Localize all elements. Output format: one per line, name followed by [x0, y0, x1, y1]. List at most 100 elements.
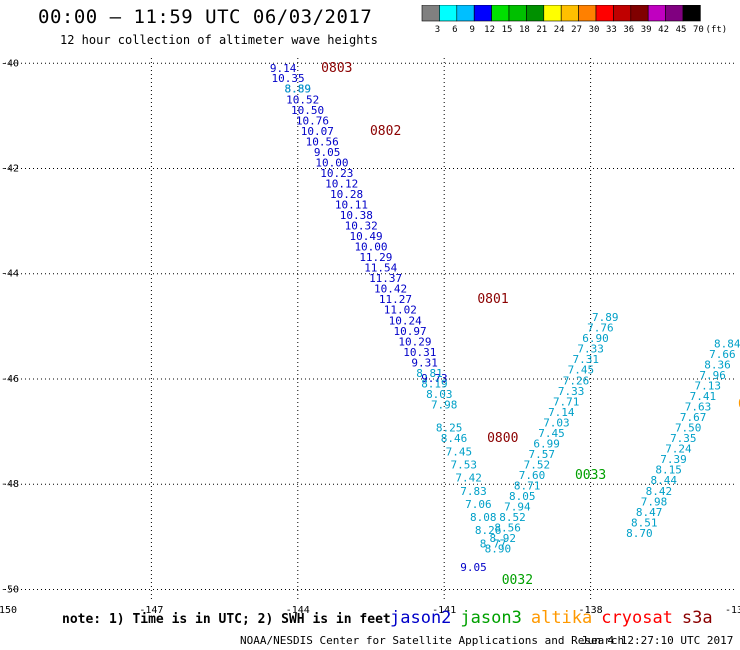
swh-value: 6.90	[582, 332, 609, 345]
x-tick-label: -150	[0, 605, 17, 616]
swh-value: 8.71	[514, 479, 541, 492]
swh-value: 7.63	[685, 401, 712, 414]
swh-value: 7.39	[660, 453, 687, 466]
swh-value: 8.77	[480, 537, 507, 550]
swh-value: 11.29	[359, 251, 392, 264]
legend-altika: altika	[530, 608, 593, 628]
swh-value: 10.11	[335, 198, 368, 211]
swh-value: 8.44	[651, 474, 678, 487]
swh-value: 8.84	[714, 337, 740, 350]
time-labels: 0803 0802 0801 0800 0033 0032 0	[321, 61, 740, 588]
swh-value: 7.83	[460, 485, 487, 498]
swh-value: 11.02	[384, 304, 417, 317]
colorbar-label: 33	[606, 25, 617, 35]
swh-value: 10.50	[291, 104, 324, 117]
pass-time-label: 0802	[370, 124, 401, 139]
swh-value: 7.06	[465, 498, 492, 511]
pass-time-label: 0033	[575, 468, 606, 483]
grid-lines	[5, 58, 737, 600]
swh-value: 10.49	[350, 230, 383, 243]
x-tick-label: -138	[579, 605, 603, 616]
swh-value: 11.27	[379, 293, 412, 306]
swh-value: 10.07	[301, 125, 334, 138]
swh-value: 10.00	[315, 156, 348, 169]
swh-value: 7.35	[670, 432, 697, 445]
pass-time-label: 0	[738, 397, 740, 412]
swh-value: 10.35	[271, 72, 304, 85]
colorbar-label: 21	[536, 25, 547, 35]
swh-value: 10.24	[389, 314, 422, 327]
wave-height-values: 9.1410.358.8910.5210.5010.7610.0710.569.…	[270, 62, 740, 574]
swh-value: 8.70	[626, 527, 653, 540]
swh-value: 8.26	[475, 524, 502, 537]
swh-value: 11.37	[369, 272, 402, 285]
swh-value: 7.41	[690, 390, 717, 403]
colorbar-label: 15	[502, 25, 513, 35]
colorbar-label: 3	[435, 25, 440, 35]
swh-value: 8.81	[416, 367, 443, 380]
colorbar-label: 27	[571, 25, 582, 35]
colorbar-label: 6	[452, 25, 457, 35]
swh-value: 10.56	[306, 135, 339, 148]
colorbar-label: 45	[676, 25, 687, 35]
swh-value: 7.14	[548, 406, 575, 419]
legend-jason2: jason2	[390, 608, 452, 628]
swh-value: 7.89	[592, 311, 619, 324]
swh-value: 7.45	[446, 445, 473, 458]
swh-value: 7.98	[431, 398, 458, 411]
colorbar-label: 9	[469, 25, 474, 35]
legend-s3a: s3a	[681, 608, 713, 628]
legend-cryosat: cryosat	[601, 608, 673, 628]
satellite-legend: jason2 jason3 altika cryosat s3a	[390, 608, 722, 628]
swh-value: 9.31	[411, 356, 438, 369]
swh-value: 7.13	[694, 380, 721, 393]
swh-value: 8.08	[470, 511, 497, 524]
y-tick-label: -44	[1, 269, 19, 280]
swh-value: 7.67	[680, 411, 707, 424]
swh-value: 7.53	[450, 458, 477, 471]
swh-value: 10.29	[398, 335, 431, 348]
x-tick-label: -147	[139, 605, 163, 616]
swh-value: 7.26	[563, 374, 590, 387]
swh-value: 7.50	[675, 422, 702, 435]
swh-value: 7.60	[519, 469, 546, 482]
y-tick-label: -42	[1, 164, 19, 175]
swh-value: 8.56	[494, 522, 521, 535]
swh-value: 10.12	[325, 177, 358, 190]
swh-value: 10.52	[286, 93, 319, 106]
swh-value: 10.42	[374, 283, 407, 296]
swh-value: 8.03	[426, 388, 453, 401]
axis-ticks: -150 -147 -144 -141 -138 -135 -40 -42 -44 -46 -48 -…	[0, 58, 740, 616]
swh-value: 7.96	[699, 369, 726, 382]
pass-time-label: 0801	[477, 292, 508, 307]
swh-value: 9.73	[421, 372, 448, 385]
swh-value: 10.23	[320, 167, 353, 180]
colorbar-label: 42	[658, 25, 669, 35]
swh-value: 7.94	[504, 501, 531, 514]
x-tick-label: -141	[432, 605, 456, 616]
swh-value: 7.98	[641, 495, 668, 508]
swh-value: 8.90	[485, 543, 512, 556]
colorbar-label: 36	[623, 25, 634, 35]
colorbar-swatch	[682, 5, 701, 22]
swh-value: 7.45	[568, 364, 595, 377]
swh-value: 6.99	[533, 437, 560, 450]
swh-value: 7.31	[572, 353, 599, 366]
swh-value: 7.33	[577, 343, 604, 356]
swh-value: 7.52	[524, 458, 551, 471]
swh-value: 7.03	[543, 416, 570, 429]
x-tick-label: -144	[286, 605, 310, 616]
swh-value: 8.52	[499, 511, 526, 524]
swh-value: 8.51	[631, 516, 658, 529]
swh-value: 8.92	[490, 532, 517, 545]
swh-value: 10.76	[296, 114, 329, 127]
swh-value: 9.14	[270, 62, 297, 75]
swh-value: 10.97	[393, 325, 426, 338]
swh-value: 10.32	[345, 220, 378, 233]
swh-value: 7.71	[553, 395, 580, 408]
colorbar-label: 12	[484, 25, 495, 35]
swh-value: 9.05	[460, 561, 487, 574]
y-tick-label: -46	[1, 374, 19, 385]
footer-credit: NOAA/NESDIS Center for Satellite Applica…	[240, 634, 625, 647]
